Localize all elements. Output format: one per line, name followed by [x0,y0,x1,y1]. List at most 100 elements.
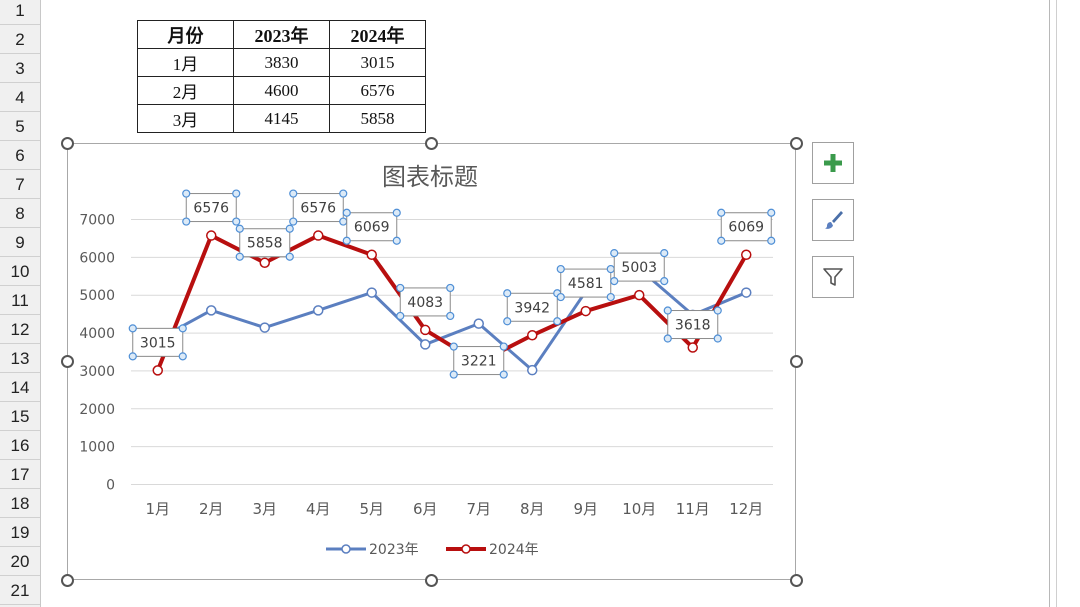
table-cell[interactable]: 4145 [233,104,330,133]
row-header[interactable]: 1 [0,0,40,25]
data-label-box[interactable] [667,310,719,340]
data-point[interactable] [420,324,431,336]
table-cell[interactable]: 3月 [137,104,234,133]
chart-title[interactable]: 图表标题 [382,163,478,191]
label-handle[interactable] [232,217,241,226]
data-point[interactable] [313,230,324,241]
header-cell-2023[interactable]: 2023年 [233,20,330,49]
label-handle[interactable] [392,236,401,245]
header-cell-month[interactable]: 月份 [137,20,234,49]
label-handle[interactable] [449,342,458,351]
right-scroll-strip[interactable] [1049,0,1080,607]
label-handle[interactable] [553,317,562,326]
table-cell[interactable]: 2月 [137,76,234,105]
row-header[interactable]: 2 [0,25,40,54]
data-point[interactable] [527,330,538,341]
label-handle[interactable] [285,224,294,233]
label-handle[interactable] [446,311,455,321]
label-handle[interactable] [717,236,726,245]
label-handle[interactable] [446,283,455,293]
data-label[interactable]: 5858 [247,236,283,252]
label-handle[interactable] [182,217,191,226]
data-label[interactable]: 6576 [300,201,336,217]
label-handle[interactable] [235,252,244,261]
data-label[interactable]: 6069 [728,220,764,236]
label-handle[interactable] [128,324,137,333]
row-header[interactable]: 21 [0,576,40,605]
data-label[interactable]: 3221 [461,354,497,370]
data-point[interactable] [687,342,698,353]
line-chart[interactable]: 图表标题 0 1000 2000 3000 4000 5000 6000 7000 1月 2月 3… [68,144,795,579]
data-label-box[interactable] [399,287,451,317]
chart-elements-button[interactable] [812,142,854,184]
label-handle[interactable] [396,283,405,293]
row-header[interactable]: 20 [0,547,40,576]
data-label-box[interactable] [613,252,665,282]
data-label-box[interactable] [560,268,612,298]
label-handle[interactable] [339,217,348,226]
data-label-box[interactable] [346,212,398,242]
label-handle[interactable] [660,249,669,258]
data-point[interactable] [366,249,377,260]
data-label[interactable]: 4083 [407,295,443,311]
label-handle[interactable] [713,334,722,343]
resize-handle-middle-left[interactable] [61,355,74,368]
row-header[interactable]: 14 [0,373,40,402]
label-handle[interactable] [556,292,565,302]
table-cell[interactable]: 6576 [329,76,426,105]
label-handle[interactable] [606,264,615,274]
label-handle[interactable] [342,208,351,217]
data-point[interactable] [580,305,591,317]
data-point[interactable] [741,249,752,260]
resize-handle-top-right[interactable] [790,137,803,150]
table-cell[interactable]: 4600 [233,76,330,105]
row-header[interactable]: 6 [0,141,40,170]
data-label[interactable]: 3015 [140,335,176,351]
label-handle[interactable] [713,306,722,315]
data-point[interactable] [206,230,217,241]
label-handle[interactable] [660,277,669,286]
row-header[interactable]: 9 [0,228,40,257]
data-label[interactable]: 6576 [193,201,229,217]
data-label-box[interactable] [506,292,558,322]
label-handle[interactable] [232,189,241,198]
row-header[interactable]: 11 [0,286,40,315]
label-handle[interactable] [663,334,672,343]
data-label-box[interactable] [292,193,344,223]
data-point[interactable] [259,257,270,268]
label-handle[interactable] [449,370,458,379]
row-header[interactable]: 17 [0,460,40,489]
row-header[interactable]: 4 [0,83,40,112]
label-handle[interactable] [396,311,405,321]
resize-handle-bottom-right[interactable] [790,574,803,587]
row-header[interactable]: 5 [0,112,40,141]
table-cell[interactable]: 1月 [137,48,234,77]
label-handle[interactable] [663,306,672,315]
label-handle[interactable] [767,208,776,217]
data-label[interactable]: 4581 [568,276,604,292]
label-handle[interactable] [182,189,191,198]
row-header[interactable]: 3 [0,54,40,83]
data-label-box[interactable] [132,327,184,357]
data-label[interactable]: 3942 [514,300,550,316]
row-header[interactable]: 12 [0,315,40,344]
chart-styles-button[interactable] [812,199,854,241]
label-handle[interactable] [503,289,512,298]
data-point[interactable] [259,322,270,333]
data-label-box[interactable] [239,228,291,258]
data-label-box[interactable] [453,346,505,376]
label-handle[interactable] [178,324,187,333]
label-handle[interactable] [499,370,508,379]
data-point[interactable] [152,365,163,376]
table-cell[interactable]: 3015 [329,48,426,77]
data-label-box[interactable] [720,212,772,242]
resize-handle-bottom-left[interactable] [61,574,74,587]
chart-filters-button[interactable] [812,256,854,298]
label-handle[interactable] [342,236,351,245]
label-handle[interactable] [235,224,244,233]
table-cell[interactable]: 3830 [233,48,330,77]
data-point[interactable] [420,339,431,350]
table-cell[interactable]: 5858 [329,104,426,133]
legend-label[interactable]: 2023年 [369,542,419,558]
header-cell-2024[interactable]: 2024年 [329,20,426,49]
